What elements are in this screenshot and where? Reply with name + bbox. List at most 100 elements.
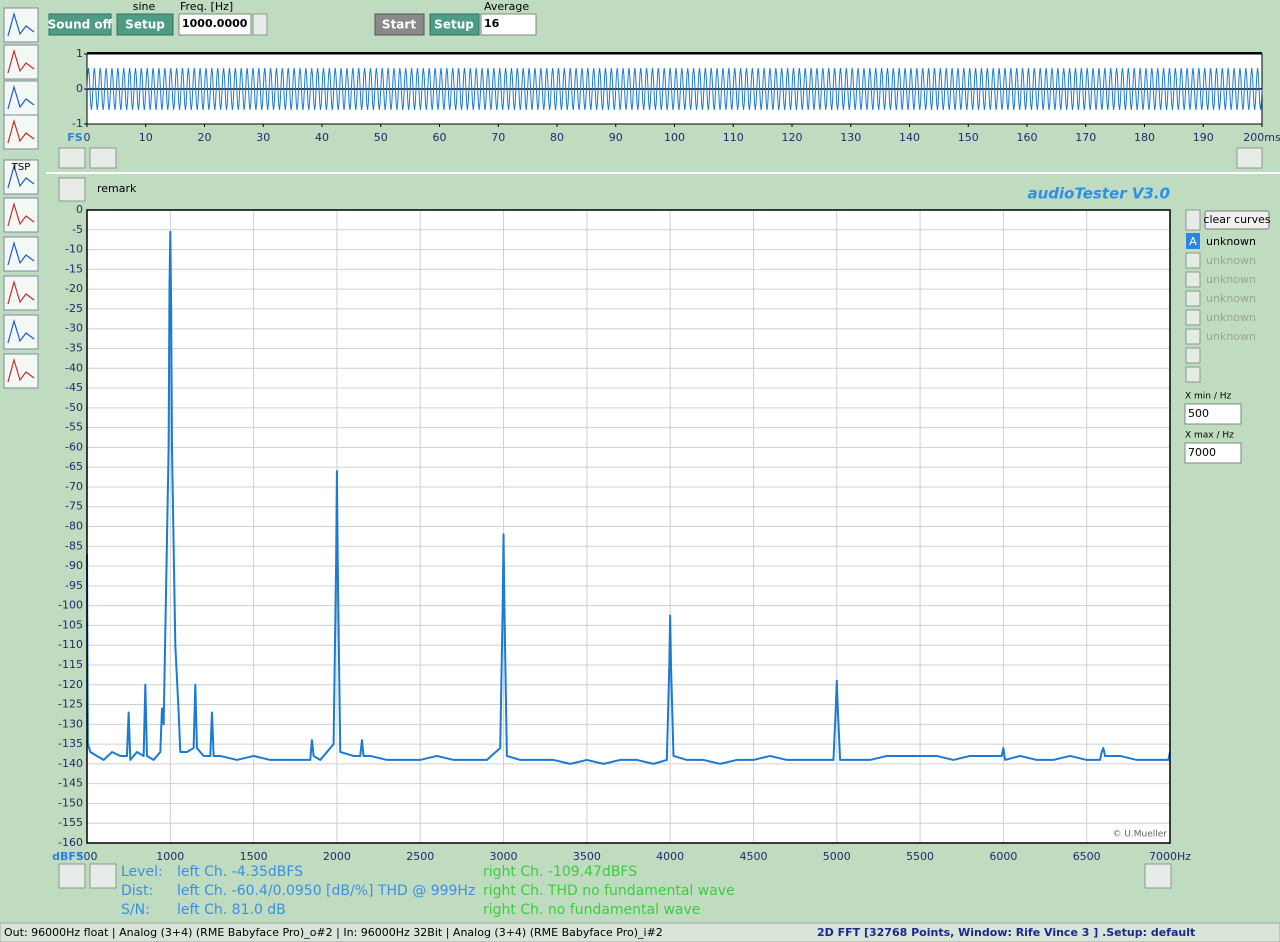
x-tick-label: 1500 [240, 850, 268, 863]
tsp-label: TSP [11, 162, 31, 173]
curve-checkbox[interactable] [1185, 309, 1201, 326]
readout-spinner[interactable] [58, 863, 86, 889]
x-tick-label: 140 [899, 131, 920, 144]
xmax-label: X max / Hz [1185, 431, 1234, 441]
freq-input[interactable] [178, 13, 252, 36]
tool-icon[interactable] [3, 80, 39, 116]
freq-value[interactable]: 1000.0000 [182, 17, 248, 30]
brand: audioTester V3.0 [1027, 185, 1170, 203]
spectrum-line [86, 230, 1171, 765]
wave-y-spinner[interactable] [58, 147, 86, 169]
tool-icon-glyph [7, 48, 35, 74]
y-tick-label: -155 [58, 816, 83, 829]
start-button-label[interactable]: Start [382, 18, 416, 32]
curve-checkbox[interactable] [1185, 328, 1201, 345]
sound-button[interactable] [48, 13, 112, 36]
y-tick-label: -135 [58, 737, 83, 750]
x-tick-label: 4000 [656, 850, 684, 863]
average-value[interactable]: 16 [484, 17, 500, 30]
wave-x-scroll[interactable] [89, 147, 117, 169]
y-unit-label: dBFS [52, 850, 84, 863]
readout-scroll-right[interactable] [1144, 863, 1172, 889]
tool-icon[interactable] [3, 197, 39, 233]
y-tick-label: -85 [65, 539, 83, 552]
readout-label: S/N: [121, 902, 150, 918]
x-tick-label: 500 [77, 850, 98, 863]
curve-name: unknown [1206, 311, 1256, 324]
start-button[interactable] [374, 13, 425, 36]
y-tick-label: -10 [65, 243, 83, 256]
setup-button-2-label[interactable]: Setup [434, 18, 474, 32]
x-tick-label: 3000 [490, 850, 518, 863]
y-tick-label: -15 [65, 262, 83, 275]
x-tick-label: 10 [139, 131, 153, 144]
x-tick-label: 3500 [573, 850, 601, 863]
curve-scroll[interactable] [1185, 209, 1201, 231]
y-tick-label: -80 [65, 520, 83, 533]
x-tick-label: 190 [1193, 131, 1214, 144]
y-tick-label: -130 [58, 717, 83, 730]
tool-icon[interactable] [3, 353, 39, 389]
tool-icon[interactable] [3, 7, 39, 43]
curve-checkbox[interactable] [1185, 366, 1201, 383]
readout-scroll[interactable] [89, 863, 117, 889]
spec-y-spinner[interactable] [58, 177, 86, 202]
tool-icon-glyph [7, 318, 35, 344]
y-tick-label: -140 [58, 757, 83, 770]
tool-icon[interactable] [3, 44, 39, 80]
curve-checkbox[interactable] [1185, 290, 1201, 307]
tool-icon-glyph [7, 240, 35, 266]
x-tick-label: 80 [550, 131, 564, 144]
x-tick-label: 40 [315, 131, 329, 144]
xmin-value[interactable]: 500 [1188, 407, 1209, 420]
y-tick-label: -105 [58, 618, 83, 631]
active-curve-box[interactable] [1186, 233, 1200, 249]
tool-icon[interactable] [3, 159, 39, 195]
average-input[interactable] [480, 13, 537, 36]
readout-right: right Ch. no fundamental wave [483, 902, 700, 918]
freq-spinner[interactable] [252, 13, 268, 36]
curve-name: unknown [1206, 330, 1256, 343]
setup-button-label[interactable]: Setup [125, 18, 165, 32]
y-tick-label: -65 [65, 460, 83, 473]
x-tick-label: 6500 [1073, 850, 1101, 863]
waveform [86, 67, 1263, 111]
setup-button-2[interactable] [429, 13, 480, 36]
x-tick-label: 5500 [906, 850, 934, 863]
x-tick-label: 170 [1075, 131, 1096, 144]
xmin-input[interactable] [1184, 403, 1242, 425]
xmax-input[interactable] [1184, 442, 1242, 464]
curve-checkbox[interactable] [1185, 347, 1201, 364]
curve-checkbox[interactable] [1185, 252, 1201, 269]
setup-button[interactable] [116, 13, 174, 36]
readout-left: left Ch. -4.35dBFS [177, 864, 303, 880]
tool-icon[interactable] [3, 275, 39, 311]
y-tick-label: 0 [76, 203, 83, 216]
status-right: 2D FFT [32768 Points, Window: Rife Vince… [817, 926, 1195, 939]
tool-icon[interactable] [3, 314, 39, 350]
xmax-value[interactable]: 7000 [1188, 446, 1216, 459]
tool-icon-glyph [7, 118, 35, 144]
y-tick-label: -100 [58, 599, 83, 612]
x-tick-label: 7000Hz [1149, 850, 1191, 863]
tool-icon[interactable] [3, 114, 39, 150]
y-tick-label: -160 [58, 836, 83, 849]
x-tick-label: 110 [723, 131, 744, 144]
readout-right: right Ch. -109.47dBFS [483, 864, 637, 880]
tool-icon-glyph [7, 84, 35, 110]
wave-x-scroll-right[interactable] [1236, 147, 1263, 169]
tool-icon[interactable] [3, 236, 39, 272]
tool-icon-glyph [7, 163, 35, 189]
curve-checkbox[interactable] [1185, 271, 1201, 288]
x-tick-label: 180 [1134, 131, 1155, 144]
clear-curves-label[interactable]: clear curves [1203, 213, 1270, 226]
clear-curves-button[interactable] [1204, 210, 1270, 230]
readout-left: left Ch. 81.0 dB [177, 902, 286, 918]
x-tick-label: 160 [1017, 131, 1038, 144]
readout-label: Dist: [121, 883, 153, 899]
sound-button-label[interactable]: Sound off [48, 18, 113, 32]
y-tick-label: -95 [65, 579, 83, 592]
y-tick-label: -110 [58, 638, 83, 651]
active-curve-letter[interactable]: A [1189, 235, 1197, 248]
